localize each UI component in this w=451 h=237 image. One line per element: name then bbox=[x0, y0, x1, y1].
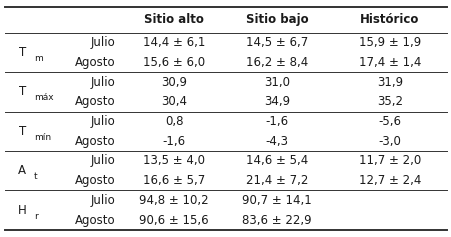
Text: r: r bbox=[34, 212, 38, 221]
Text: 90,7 ± 14,1: 90,7 ± 14,1 bbox=[241, 194, 311, 207]
Text: 14,4 ± 6,1: 14,4 ± 6,1 bbox=[143, 36, 205, 49]
Text: 14,6 ± 5,4: 14,6 ± 5,4 bbox=[245, 154, 307, 167]
Text: Agosto: Agosto bbox=[74, 95, 115, 108]
Text: 21,4 ± 7,2: 21,4 ± 7,2 bbox=[245, 174, 307, 187]
Text: 16,2 ± 8,4: 16,2 ± 8,4 bbox=[245, 56, 307, 69]
Text: Agosto: Agosto bbox=[74, 214, 115, 227]
Text: 15,6 ± 6,0: 15,6 ± 6,0 bbox=[143, 56, 205, 69]
Text: 0,8: 0,8 bbox=[165, 115, 183, 128]
Text: 13,5 ± 4,0: 13,5 ± 4,0 bbox=[143, 154, 205, 167]
Text: 94,8 ± 10,2: 94,8 ± 10,2 bbox=[139, 194, 208, 207]
Text: 34,9: 34,9 bbox=[263, 95, 289, 108]
Text: 14,5 ± 6,7: 14,5 ± 6,7 bbox=[245, 36, 307, 49]
Text: m: m bbox=[34, 54, 43, 63]
Text: t: t bbox=[34, 172, 38, 181]
Text: A: A bbox=[18, 164, 26, 177]
Text: mín: mín bbox=[34, 133, 51, 142]
Text: Agosto: Agosto bbox=[74, 174, 115, 187]
Text: -5,6: -5,6 bbox=[377, 115, 400, 128]
Text: H: H bbox=[18, 204, 27, 217]
Text: Julio: Julio bbox=[90, 154, 115, 167]
Text: 16,6 ± 5,7: 16,6 ± 5,7 bbox=[143, 174, 205, 187]
Text: Sitio alto: Sitio alto bbox=[144, 14, 203, 26]
Text: Julio: Julio bbox=[90, 194, 115, 207]
Text: T: T bbox=[18, 125, 26, 138]
Text: Julio: Julio bbox=[90, 76, 115, 89]
Text: Agosto: Agosto bbox=[74, 56, 115, 69]
Text: Julio: Julio bbox=[90, 36, 115, 49]
Text: Histórico: Histórico bbox=[359, 14, 419, 26]
Text: 90,6 ± 15,6: 90,6 ± 15,6 bbox=[139, 214, 208, 227]
Text: 12,7 ± 2,4: 12,7 ± 2,4 bbox=[358, 174, 420, 187]
Text: 35,2: 35,2 bbox=[376, 95, 402, 108]
Text: 17,4 ± 1,4: 17,4 ± 1,4 bbox=[358, 56, 420, 69]
Text: T: T bbox=[18, 85, 26, 98]
Text: -1,6: -1,6 bbox=[265, 115, 288, 128]
Text: 30,4: 30,4 bbox=[161, 95, 187, 108]
Text: 15,9 ± 1,9: 15,9 ± 1,9 bbox=[358, 36, 420, 49]
Text: Sitio bajo: Sitio bajo bbox=[245, 14, 308, 26]
Text: -4,3: -4,3 bbox=[265, 135, 288, 148]
Text: Julio: Julio bbox=[90, 115, 115, 128]
Text: máx: máx bbox=[34, 93, 54, 102]
Text: Agosto: Agosto bbox=[74, 135, 115, 148]
Text: 11,7 ± 2,0: 11,7 ± 2,0 bbox=[358, 154, 420, 167]
Text: 31,0: 31,0 bbox=[263, 76, 289, 89]
Text: 30,9: 30,9 bbox=[161, 76, 187, 89]
Text: -1,6: -1,6 bbox=[162, 135, 185, 148]
Text: 83,6 ± 22,9: 83,6 ± 22,9 bbox=[241, 214, 311, 227]
Text: -3,0: -3,0 bbox=[377, 135, 400, 148]
Text: 31,9: 31,9 bbox=[376, 76, 402, 89]
Text: T: T bbox=[18, 46, 26, 59]
